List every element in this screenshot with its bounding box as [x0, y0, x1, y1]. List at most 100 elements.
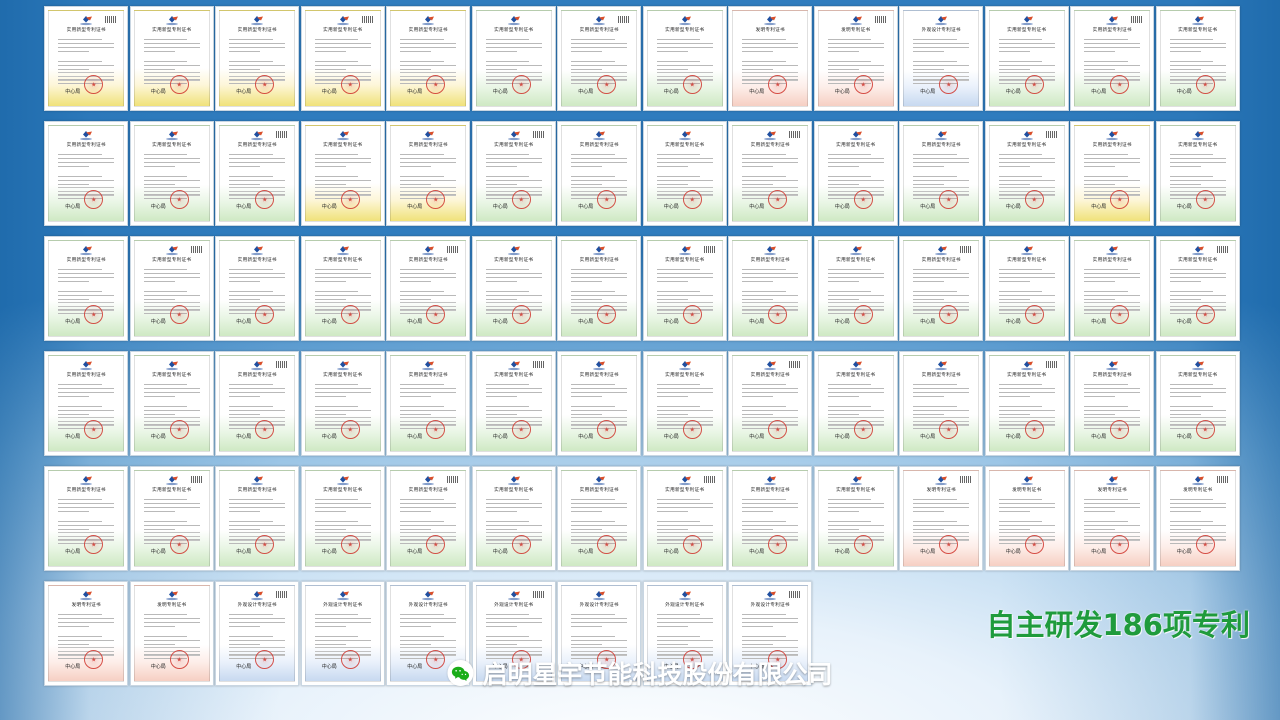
certificate-cell[interactable]: 实用新型专利证书 中心局 — [300, 351, 386, 456]
certificate-cell[interactable]: 实用新型专利证书 中心局 — [728, 121, 813, 226]
patent-certificate[interactable]: 实用新型专利证书 中心局 — [386, 121, 471, 226]
certificate-cell[interactable]: 实用新型专利证书 中心局 — [300, 466, 386, 571]
certificate-cell[interactable]: 实用新型专利证书 中心局 — [1070, 6, 1155, 111]
certificate-cell[interactable]: 实用新型专利证书 中心局 — [129, 466, 215, 571]
patent-certificate[interactable]: 发明专利证书 中心局 — [1155, 466, 1240, 571]
patent-certificate[interactable]: 发明专利证书 中心局 — [129, 581, 214, 686]
patent-certificate[interactable]: 实用新型专利证书 中心局 — [300, 236, 385, 341]
patent-certificate[interactable]: 实用新型专利证书 中心局 — [300, 6, 385, 111]
patent-certificate[interactable]: 外观设计专利证书 中心局 — [899, 6, 984, 111]
patent-certificate[interactable]: 实用新型专利证书 中心局 — [1155, 236, 1240, 341]
certificate-cell[interactable]: 实用新型专利证书 中心局 — [215, 236, 300, 341]
certificate-cell[interactable]: 实用新型专利证书 中心局 — [215, 351, 300, 456]
patent-certificate[interactable]: 外观设计专利证书 中心局 — [557, 581, 642, 686]
patent-certificate[interactable]: 实用新型专利证书 中心局 — [557, 6, 642, 111]
certificate-cell[interactable]: 实用新型专利证书 中心局 — [471, 121, 557, 226]
patent-certificate[interactable]: 实用新型专利证书 中心局 — [813, 121, 898, 226]
certificate-cell[interactable]: 外观设计专利证书 中心局 — [642, 581, 728, 686]
certificate-cell[interactable]: 发明专利证书 中心局 — [129, 581, 215, 686]
patent-certificate[interactable]: 实用新型专利证书 中心局 — [1070, 121, 1155, 226]
patent-certificate[interactable]: 实用新型专利证书 中心局 — [813, 351, 898, 456]
certificate-cell[interactable]: 实用新型专利证书 中心局 — [300, 236, 386, 341]
patent-certificate[interactable]: 实用新型专利证书 中心局 — [386, 466, 471, 571]
patent-certificate[interactable]: 实用新型专利证书 中心局 — [1155, 6, 1240, 111]
certificate-cell[interactable]: 实用新型专利证书 中心局 — [44, 121, 129, 226]
patent-certificate[interactable]: 实用新型专利证书 中心局 — [129, 466, 214, 571]
patent-certificate[interactable]: 发明专利证书 中心局 — [44, 581, 129, 686]
patent-certificate[interactable]: 实用新型专利证书 中心局 — [44, 121, 129, 226]
certificate-cell[interactable]: 实用新型专利证书 中心局 — [899, 121, 984, 226]
patent-certificate[interactable]: 实用新型专利证书 中心局 — [386, 236, 471, 341]
patent-certificate[interactable]: 实用新型专利证书 中心局 — [728, 351, 813, 456]
certificate-cell[interactable]: 实用新型专利证书 中心局 — [642, 466, 728, 571]
certificate-cell[interactable]: 发明专利证书 中心局 — [813, 6, 899, 111]
certificate-cell[interactable]: 实用新型专利证书 中心局 — [642, 6, 728, 111]
certificate-cell[interactable]: 实用新型专利证书 中心局 — [728, 351, 813, 456]
patent-certificate[interactable]: 实用新型专利证书 中心局 — [129, 351, 214, 456]
certificate-cell[interactable]: 实用新型专利证书 中心局 — [899, 236, 984, 341]
certificate-cell[interactable]: 实用新型专利证书 中心局 — [471, 351, 557, 456]
patent-certificate[interactable]: 外观设计专利证书 中心局 — [471, 581, 556, 686]
certificate-cell[interactable]: 发明专利证书 中心局 — [1070, 466, 1155, 571]
certificate-cell[interactable]: 实用新型专利证书 中心局 — [300, 121, 386, 226]
patent-certificate[interactable]: 实用新型专利证书 中心局 — [44, 236, 129, 341]
patent-certificate[interactable]: 实用新型专利证书 中心局 — [386, 6, 471, 111]
certificate-cell[interactable]: 实用新型专利证书 中心局 — [215, 466, 300, 571]
certificate-cell[interactable]: 发明专利证书 中心局 — [899, 466, 984, 571]
patent-certificate[interactable]: 实用新型专利证书 中心局 — [642, 236, 727, 341]
certificate-cell[interactable]: 实用新型专利证书 中心局 — [813, 466, 899, 571]
certificate-cell[interactable]: 发明专利证书 中心局 — [728, 6, 813, 111]
patent-certificate[interactable]: 实用新型专利证书 中心局 — [642, 6, 727, 111]
certificate-cell[interactable]: 实用新型专利证书 中心局 — [642, 236, 728, 341]
certificate-cell[interactable]: 实用新型专利证书 中心局 — [129, 351, 215, 456]
patent-certificate[interactable]: 实用新型专利证书 中心局 — [899, 121, 984, 226]
certificate-cell[interactable]: 实用新型专利证书 中心局 — [386, 6, 471, 111]
certificate-cell[interactable]: 实用新型专利证书 中心局 — [1155, 6, 1241, 111]
certificate-cell[interactable]: 实用新型专利证书 中心局 — [728, 466, 813, 571]
patent-certificate[interactable]: 实用新型专利证书 中心局 — [813, 236, 898, 341]
certificate-cell[interactable]: 实用新型专利证书 中心局 — [386, 236, 471, 341]
patent-certificate[interactable]: 实用新型专利证书 中心局 — [129, 236, 214, 341]
certificate-cell[interactable]: 外观设计专利证书 中心局 — [728, 581, 813, 686]
patent-certificate[interactable]: 实用新型专利证书 中心局 — [557, 351, 642, 456]
certificate-cell[interactable]: 实用新型专利证书 中心局 — [984, 236, 1070, 341]
patent-certificate[interactable]: 实用新型专利证书 中心局 — [215, 236, 300, 341]
patent-certificate[interactable]: 实用新型专利证书 中心局 — [471, 236, 556, 341]
certificate-cell[interactable]: 实用新型专利证书 中心局 — [813, 236, 899, 341]
certificate-cell[interactable]: 实用新型专利证书 中心局 — [129, 121, 215, 226]
patent-certificate[interactable]: 实用新型专利证书 中心局 — [471, 351, 556, 456]
certificate-cell[interactable]: 实用新型专利证书 中心局 — [984, 6, 1070, 111]
certificate-cell[interactable]: 实用新型专利证书 中心局 — [471, 236, 557, 341]
certificate-cell[interactable]: 实用新型专利证书 中心局 — [984, 351, 1070, 456]
patent-certificate[interactable]: 发明专利证书 中心局 — [899, 466, 984, 571]
patent-certificate[interactable]: 实用新型专利证书 中心局 — [557, 236, 642, 341]
patent-certificate[interactable]: 实用新型专利证书 中心局 — [215, 6, 300, 111]
certificate-cell[interactable]: 外观设计专利证书 中心局 — [557, 581, 642, 686]
certificate-cell[interactable]: 实用新型专利证书 中心局 — [215, 6, 300, 111]
certificate-cell[interactable]: 外观设计专利证书 中心局 — [471, 581, 557, 686]
patent-certificate[interactable]: 实用新型专利证书 中心局 — [471, 121, 556, 226]
patent-certificate[interactable]: 发明专利证书 中心局 — [728, 6, 813, 111]
patent-certificate[interactable]: 实用新型专利证书 中心局 — [557, 121, 642, 226]
certificate-cell[interactable]: 实用新型专利证书 中心局 — [1155, 121, 1241, 226]
patent-certificate[interactable]: 实用新型专利证书 中心局 — [728, 466, 813, 571]
certificate-cell[interactable]: 实用新型专利证书 中心局 — [557, 236, 642, 341]
patent-certificate[interactable]: 实用新型专利证书 中心局 — [813, 466, 898, 571]
patent-certificate[interactable]: 实用新型专利证书 中心局 — [642, 466, 727, 571]
patent-certificate[interactable]: 实用新型专利证书 中心局 — [642, 121, 727, 226]
patent-certificate[interactable]: 实用新型专利证书 中心局 — [1070, 6, 1155, 111]
certificate-cell[interactable]: 实用新型专利证书 中心局 — [557, 121, 642, 226]
patent-certificate[interactable]: 实用新型专利证书 中心局 — [471, 466, 556, 571]
certificate-cell[interactable]: 实用新型专利证书 中心局 — [386, 351, 471, 456]
certificate-cell[interactable]: 发明专利证书 中心局 — [44, 581, 129, 686]
certificate-cell[interactable]: 实用新型专利证书 中心局 — [471, 466, 557, 571]
certificate-cell[interactable]: 实用新型专利证书 中心局 — [44, 466, 129, 571]
certificate-cell[interactable]: 实用新型专利证书 中心局 — [44, 236, 129, 341]
certificate-cell[interactable]: 实用新型专利证书 中心局 — [813, 121, 899, 226]
certificate-cell[interactable]: 实用新型专利证书 中心局 — [1155, 236, 1241, 341]
certificate-cell[interactable]: 实用新型专利证书 中心局 — [300, 6, 386, 111]
patent-certificate[interactable]: 实用新型专利证书 中心局 — [300, 466, 385, 571]
patent-certificate[interactable]: 实用新型专利证书 中心局 — [1155, 351, 1240, 456]
certificate-cell[interactable]: 实用新型专利证书 中心局 — [557, 6, 642, 111]
patent-certificate[interactable]: 实用新型专利证书 中心局 — [215, 466, 300, 571]
